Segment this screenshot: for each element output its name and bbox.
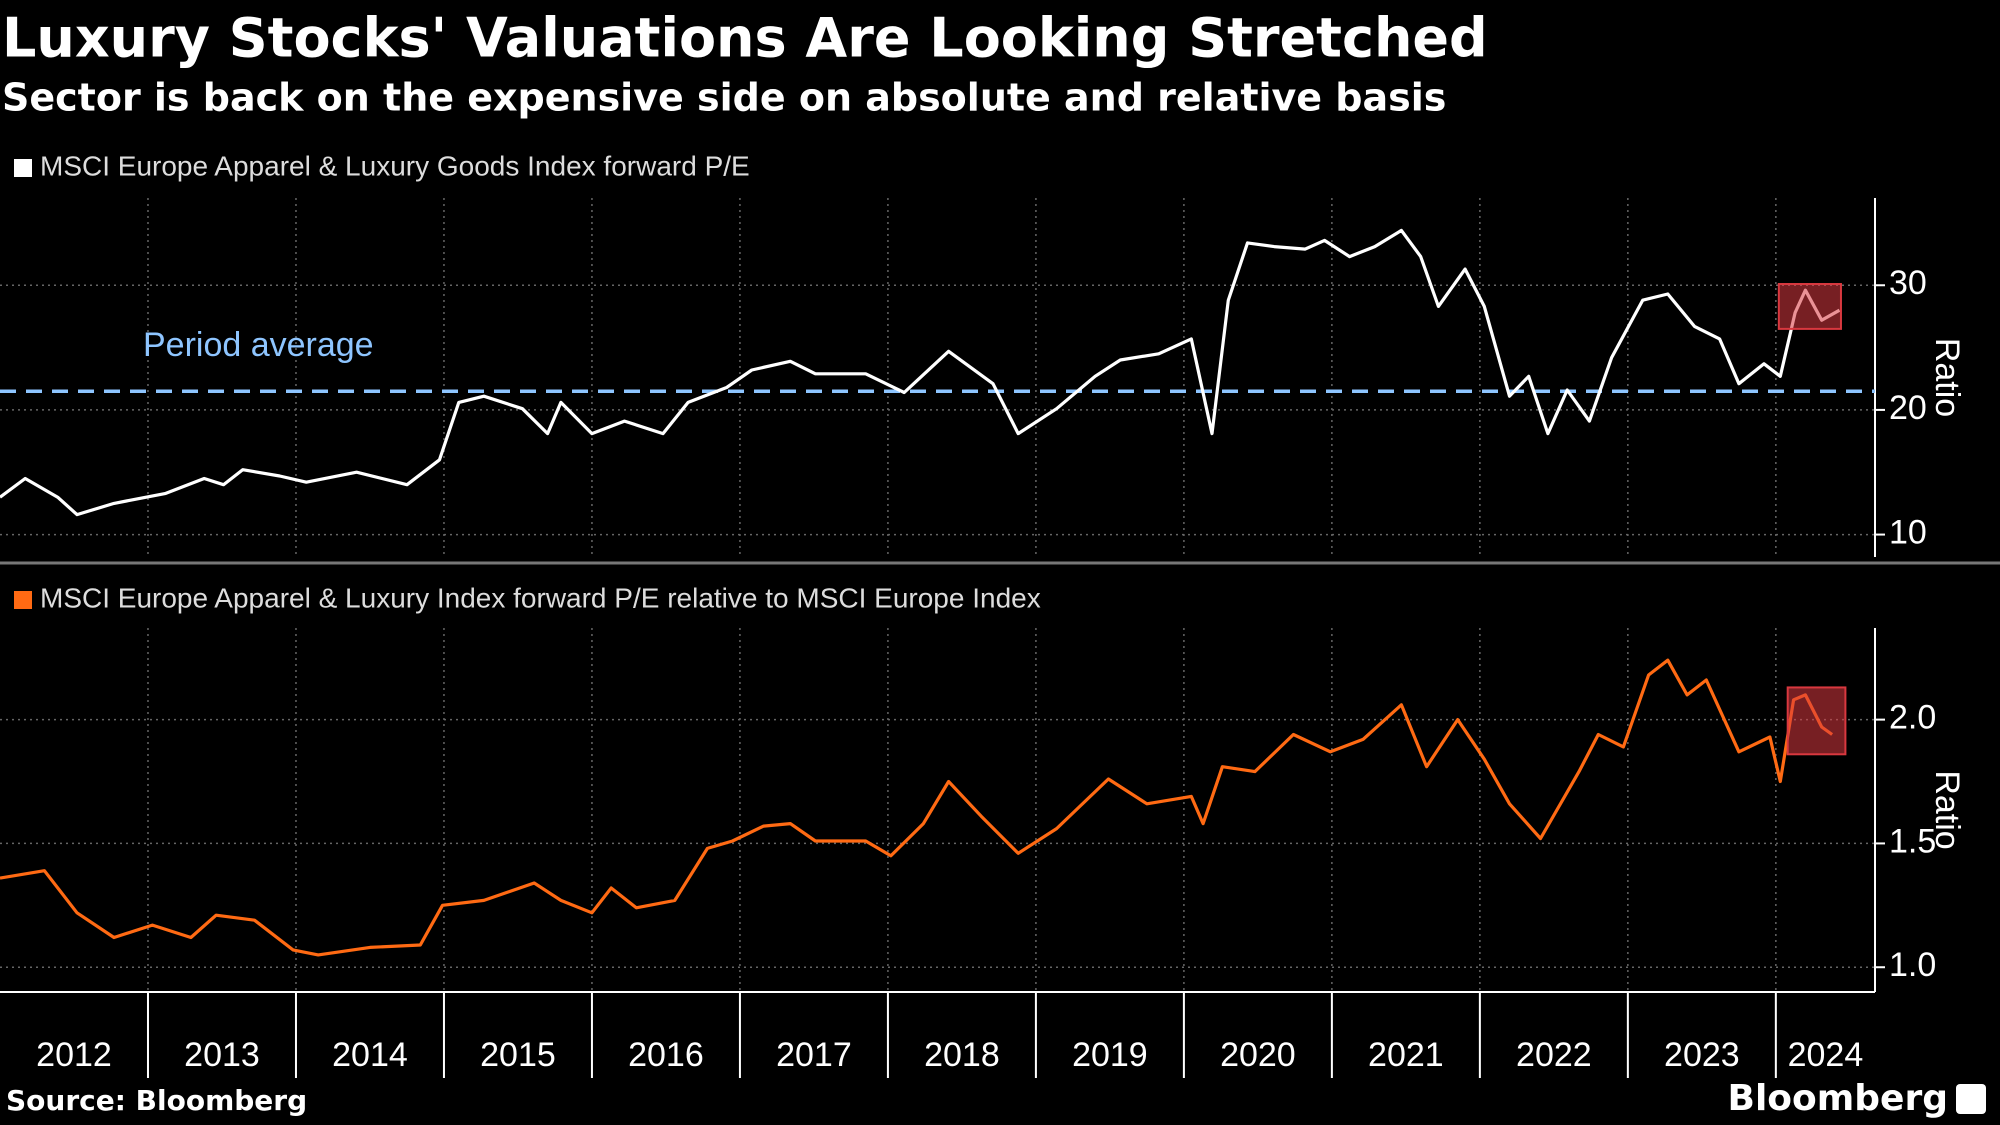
x-tick-label: 2024	[1788, 1036, 1864, 1074]
data-line	[0, 658, 1834, 957]
highlight-box	[1777, 283, 1842, 330]
source: Source: Bloomberg	[6, 1084, 307, 1117]
x-tick-label: 2016	[628, 1036, 704, 1074]
x-tick-label: 2023	[1664, 1036, 1740, 1074]
legend-label: MSCI Europe Apparel & Luxury Goods Index…	[40, 150, 750, 181]
y-tick-label: 1.0	[1889, 946, 1936, 984]
chart-subtitle: Sector is back on the expensive side on …	[2, 76, 1446, 120]
legend-swatch	[14, 591, 32, 609]
y-tick-label: 30	[1889, 264, 1927, 302]
y-tick-label: 1.5	[1889, 822, 1936, 860]
legend-swatch	[14, 159, 32, 177]
data-line	[0, 228, 1841, 517]
x-tick-label: 2017	[776, 1036, 852, 1074]
x-tick-label: 2022	[1516, 1036, 1592, 1074]
y-tick-label: 10	[1889, 514, 1927, 552]
x-tick-label: 2013	[184, 1036, 260, 1074]
x-tick-label: 2015	[480, 1036, 556, 1074]
y-axis-label: Ratio	[1928, 770, 1966, 849]
highlight-box	[1786, 686, 1847, 756]
y-tick-label: 2.0	[1889, 699, 1936, 737]
x-tick-label: 2014	[332, 1036, 408, 1074]
x-tick-label: 2021	[1368, 1036, 1444, 1074]
x-tick-label: 2012	[36, 1036, 112, 1074]
y-axis-label: Ratio	[1928, 338, 1966, 417]
legend-label: MSCI Europe Apparel & Luxury Index forwa…	[40, 582, 1041, 613]
brand-icon	[1956, 1084, 1986, 1114]
x-tick-label: 2018	[924, 1036, 1000, 1074]
chart-title: Luxury Stocks' Valuations Are Looking St…	[2, 7, 1488, 70]
brand-logo: Bloomberg	[1728, 1078, 1948, 1119]
x-tick-label: 2019	[1072, 1036, 1148, 1074]
reference-label: Period average	[143, 326, 374, 364]
y-tick-label: 20	[1889, 389, 1927, 427]
x-tick-label: 2020	[1220, 1036, 1296, 1074]
